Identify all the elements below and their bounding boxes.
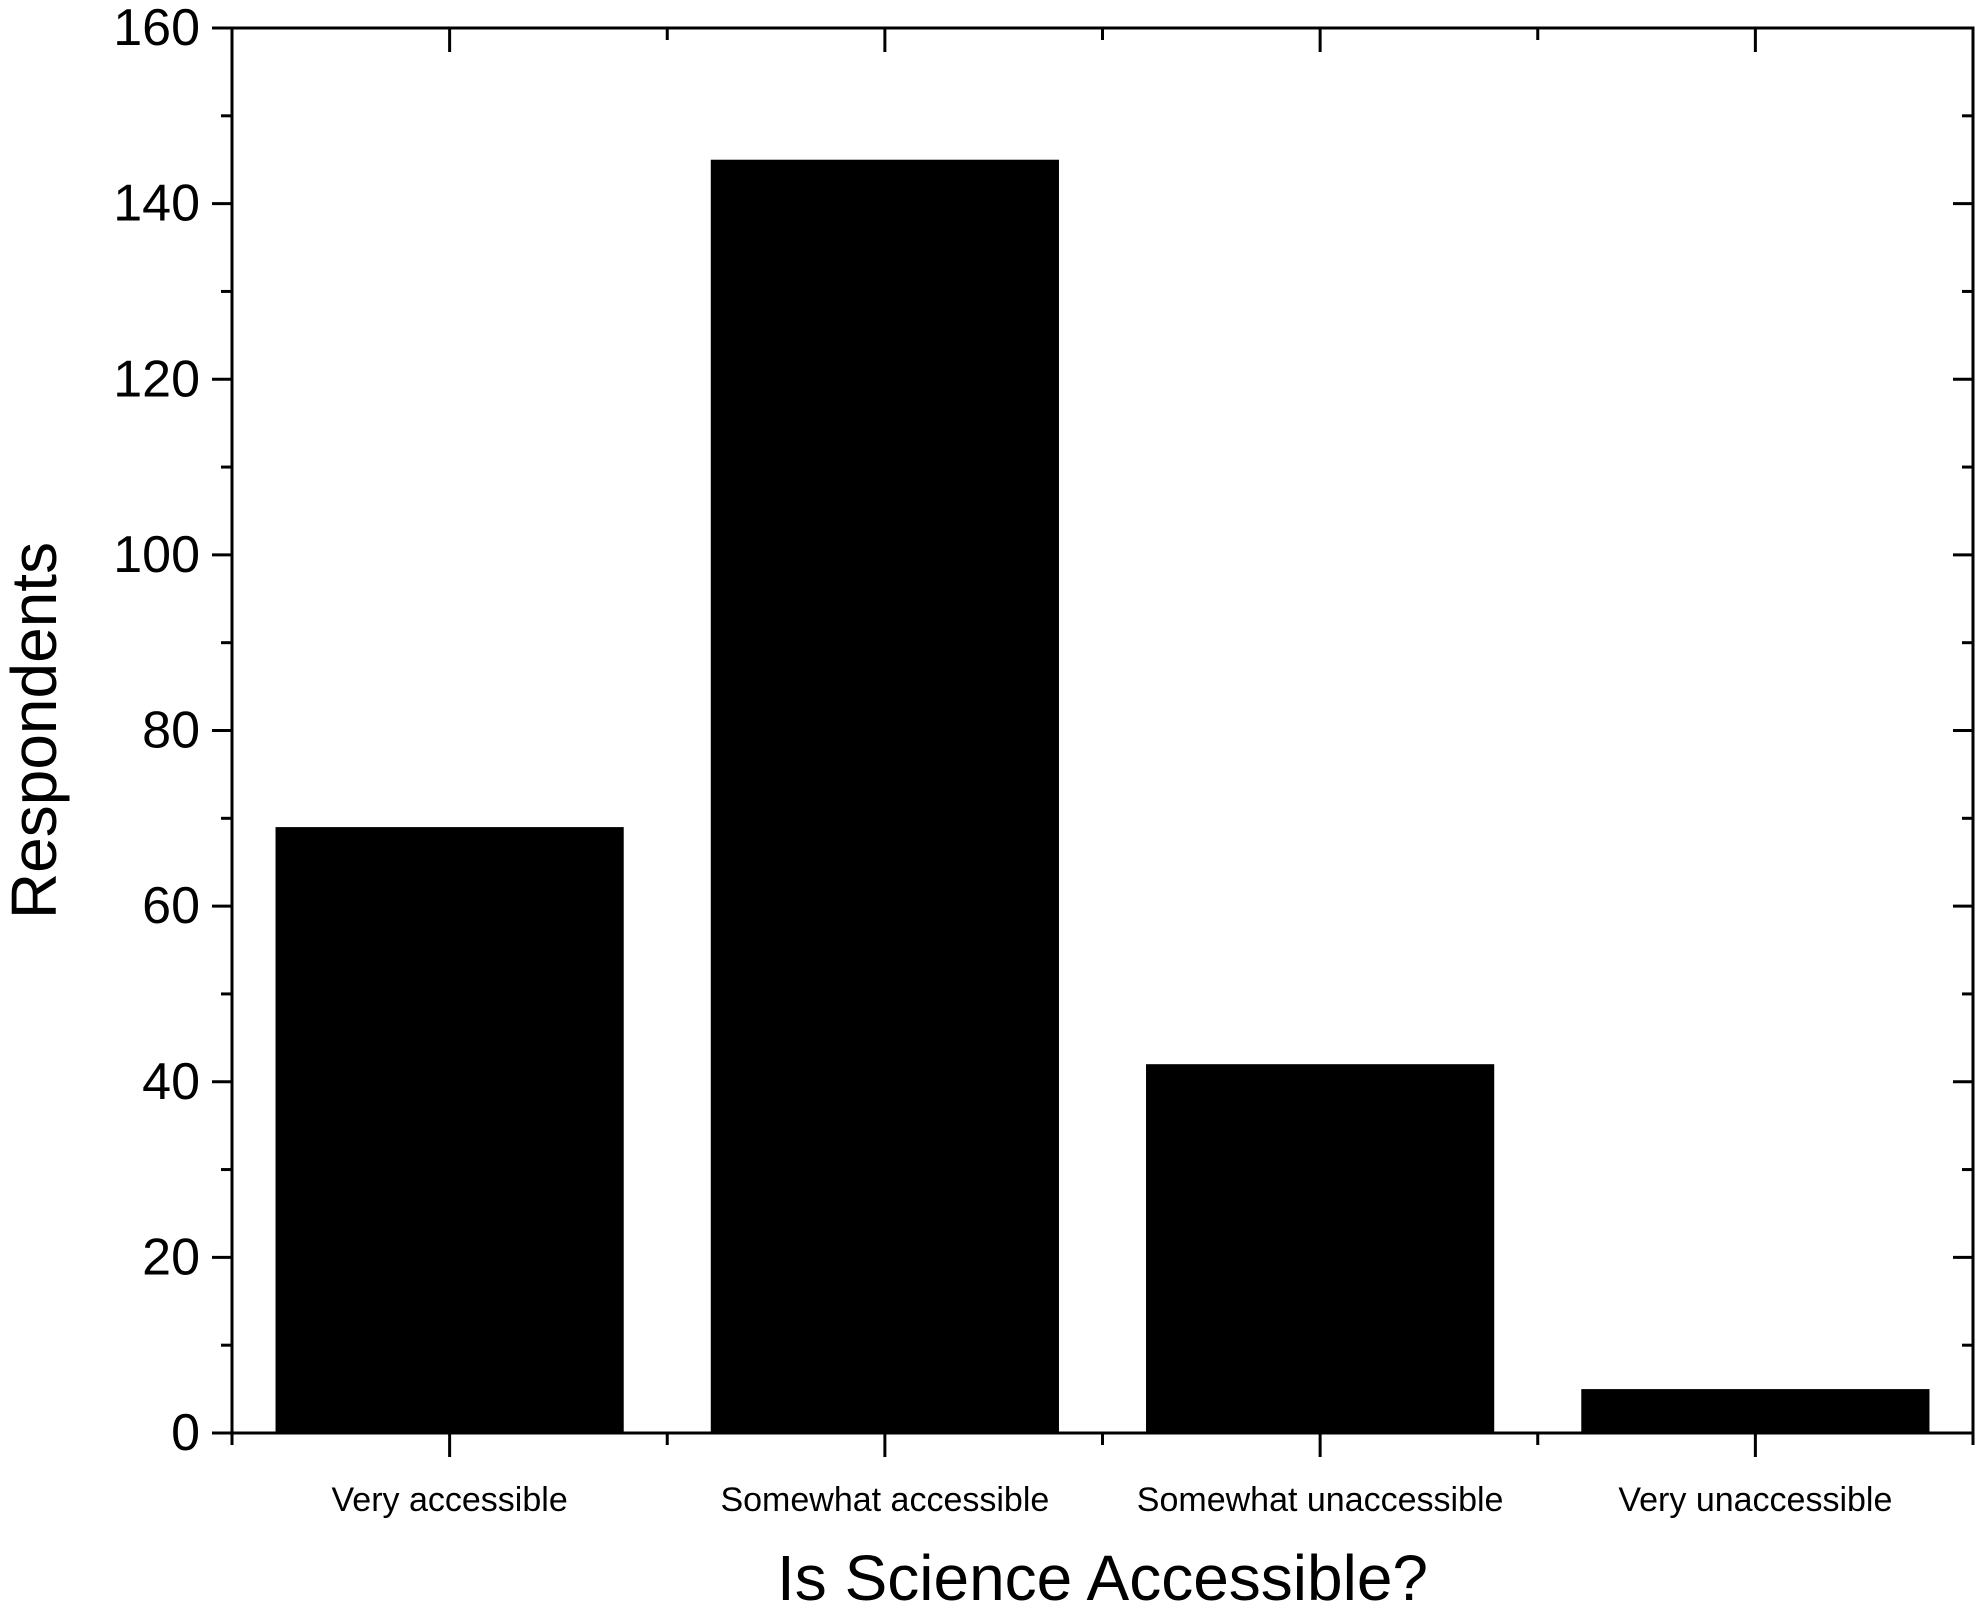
- bar-4: [1581, 1389, 1930, 1433]
- x-axis-title: Is Science Accessible?: [777, 1542, 1428, 1614]
- bars-group: [275, 159, 1930, 1433]
- y-tick-label: 160: [113, 0, 200, 57]
- y-tick-label: 120: [113, 350, 200, 408]
- bar-1: [275, 827, 624, 1433]
- y-tick-label: 60: [142, 877, 200, 935]
- x-category-label: Very unaccessible: [1618, 1481, 1892, 1519]
- y-tick-label: 0: [171, 1404, 200, 1462]
- y-tick-label: 80: [142, 702, 200, 760]
- y-tick-label: 40: [142, 1053, 200, 1111]
- ticks-group: [212, 26, 1975, 1457]
- y-axis-title: Respondents: [0, 542, 70, 919]
- bar-2: [710, 159, 1059, 1433]
- x-category-label: Somewhat accessible: [720, 1481, 1049, 1519]
- x-tick-labels: Very accessible Somewhat accessible Somewh…: [332, 1481, 1893, 1519]
- x-category-label: Somewhat unaccessible: [1137, 1481, 1504, 1519]
- bar-3: [1146, 1064, 1495, 1433]
- plot-frame: [230, 26, 1975, 1435]
- y-tick-label: 20: [142, 1228, 200, 1286]
- x-category-label: Very accessible: [332, 1481, 568, 1519]
- y-tick-labels: 0 20 40 60 80 100 120 140 160: [113, 0, 200, 1462]
- y-tick-label: 140: [113, 175, 200, 233]
- y-tick-label: 100: [113, 526, 200, 584]
